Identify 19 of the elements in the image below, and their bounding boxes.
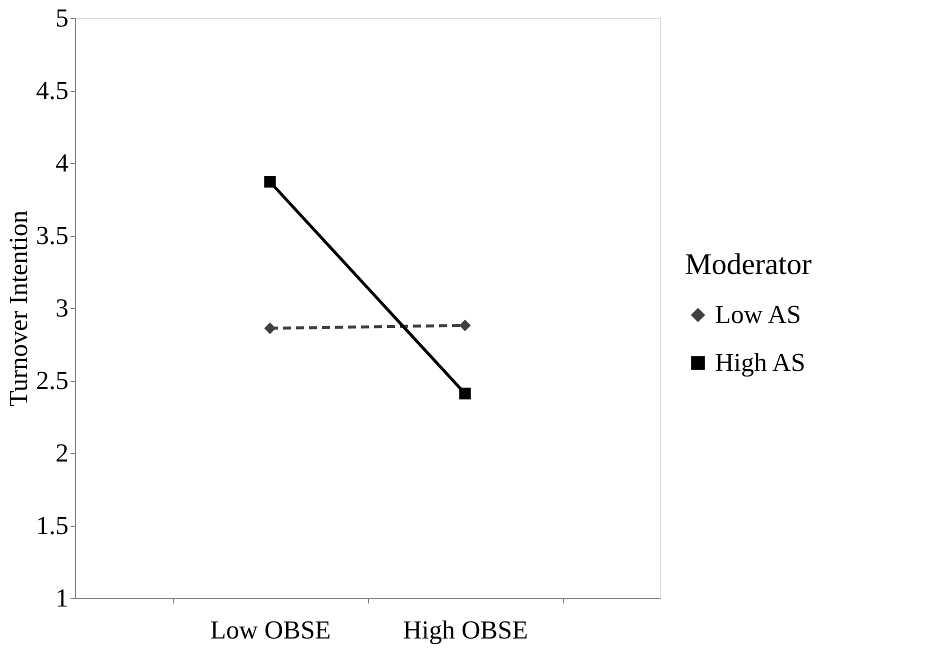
y-tick-label: 4.5 xyxy=(36,76,68,105)
y-tick-label: 2 xyxy=(56,438,68,468)
legend-title: Moderator xyxy=(685,248,812,281)
x-tick-label: High OBSE xyxy=(403,616,528,644)
point xyxy=(264,176,276,188)
legend-label: High AS xyxy=(715,348,806,377)
legend-label: Low AS xyxy=(715,300,801,329)
y-tick-label: 1.5 xyxy=(36,511,68,540)
point xyxy=(264,322,276,334)
y-tick-label: 3 xyxy=(56,294,68,322)
y-tick-label: 3.5 xyxy=(36,221,68,250)
y-tick-label: 1 xyxy=(56,584,68,612)
y-tick-label: 2.5 xyxy=(36,366,68,395)
y-axis-title: Turnover Intention xyxy=(4,210,33,407)
x-tick-label: Low OBSE xyxy=(210,616,331,644)
y-tick-label: 4 xyxy=(56,148,68,178)
point xyxy=(459,388,471,400)
y-tick-label: 5 xyxy=(56,4,68,32)
point xyxy=(459,320,471,332)
